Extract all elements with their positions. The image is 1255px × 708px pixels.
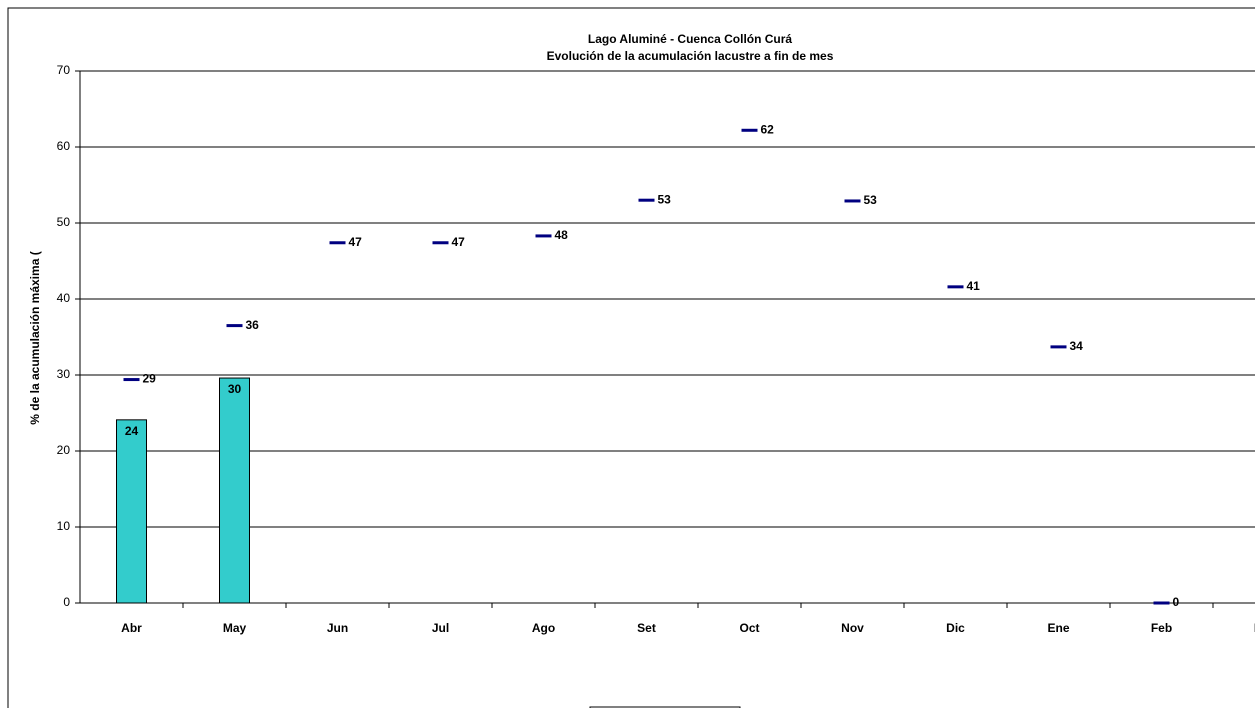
y-tick-label: 30 [57, 367, 71, 381]
marker-label: 41 [967, 279, 981, 293]
x-tick-label: Dic [946, 621, 965, 635]
y-tick-label: 20 [57, 443, 71, 457]
marker-label: 36 [246, 318, 260, 332]
x-tick-label: Set [637, 621, 656, 635]
x-tick-label: Ago [532, 621, 555, 635]
bar-label: 24 [125, 424, 139, 438]
x-tick-label: Feb [1151, 621, 1172, 635]
marker-label: 29 [143, 372, 157, 386]
x-tick-label: Ene [1047, 621, 1069, 635]
x-tick-label: Oct [739, 621, 759, 635]
marker-label: 48 [555, 228, 569, 242]
chart-title: Lago Aluminé - Cuenca Collón Curá [588, 32, 793, 46]
x-tick-label: Jun [327, 621, 348, 635]
x-tick-label: Jul [432, 621, 449, 635]
marker-label: 0 [1173, 595, 1180, 609]
x-tick-label: Nov [841, 621, 864, 635]
marker-label: 62 [761, 122, 775, 136]
chart-subtitle: Evolución de la acumulación lacustre a f… [547, 49, 834, 63]
y-tick-label: 0 [63, 595, 70, 609]
chart-frame [7, 7, 1255, 708]
x-tick-label: Mar [1254, 621, 1255, 635]
y-tick-label: 70 [57, 63, 71, 77]
marker-label: 53 [658, 192, 672, 206]
marker-label: 47 [452, 235, 466, 249]
y-tick-label: 10 [57, 519, 71, 533]
marker-label: 47 [349, 235, 363, 249]
bar [219, 377, 250, 604]
bar [116, 419, 147, 604]
y-tick-label: 40 [57, 291, 71, 305]
y-tick-label: 50 [57, 215, 71, 229]
y-tick-label: 60 [57, 139, 71, 153]
x-tick-label: Abr [121, 621, 142, 635]
marker-label: 34 [1070, 339, 1084, 353]
y-axis-label: % de la acumulación máxima ( [28, 251, 42, 424]
x-tick-label: May [223, 621, 247, 635]
marker-label: 53 [864, 193, 878, 207]
bar-label: 30 [228, 382, 242, 396]
